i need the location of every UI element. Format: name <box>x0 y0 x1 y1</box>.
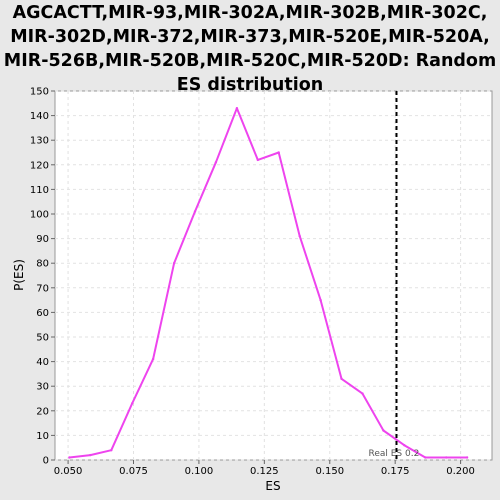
data-point <box>361 392 364 395</box>
data-point <box>151 357 155 361</box>
data-point <box>445 456 448 459</box>
y-tick-label: 60 <box>36 308 49 319</box>
data-point <box>298 234 301 238</box>
y-tick-label: 0 <box>43 456 49 467</box>
x-tick-label: 0.150 <box>315 466 344 477</box>
y-tick-label: 50 <box>36 333 49 344</box>
x-tick-label: 0.175 <box>381 466 410 477</box>
data-point <box>110 449 113 452</box>
y-tick-label: 150 <box>30 87 49 98</box>
chart-title-line-2: MIR-302D,MIR-372,MIR-373,MIR-520E,MIR-52… <box>10 27 490 47</box>
y-axis-label: P(ES) <box>12 259 26 291</box>
data-point <box>465 456 469 459</box>
y-tick-label: 110 <box>30 185 49 196</box>
data-point <box>277 151 280 154</box>
data-point <box>382 429 385 432</box>
x-tick-label: 0.200 <box>446 466 475 477</box>
marker-layer: Real ES 0.2 <box>368 91 419 460</box>
data-point <box>172 262 176 265</box>
data-point <box>403 444 406 447</box>
chart-title-line-3: MIR-526B,MIR-520B,MIR-520C,MIR-520D: Ran… <box>3 51 497 71</box>
data-point <box>214 161 218 164</box>
y-tick-label: 100 <box>30 210 49 221</box>
chart-title-line-1: AGCACTT,MIR-93,MIR-302A,MIR-302B,MIR-302… <box>12 3 488 23</box>
y-tick-label: 120 <box>30 160 49 171</box>
data-point <box>89 453 92 457</box>
es-distribution-line <box>69 107 468 459</box>
x-axis-label: ES <box>265 479 280 493</box>
data-point <box>424 456 427 459</box>
real-es-label: Real ES 0.2 <box>368 449 419 459</box>
axes: 0.050 0.075 0.100 0.125 0.150 0.175 0.200 0 10 20… <box>30 87 475 478</box>
series-layer <box>68 107 469 459</box>
plot-area <box>54 90 493 461</box>
y-tick-label: 40 <box>36 357 49 368</box>
y-tick-label: 20 <box>36 406 49 417</box>
data-point <box>256 158 259 162</box>
y-tick-label: 10 <box>36 431 49 442</box>
data-point <box>131 402 134 405</box>
y-tick-label: 30 <box>36 382 49 393</box>
data-point <box>319 298 322 302</box>
x-tick-label: 0.050 <box>54 466 83 477</box>
chart-title-line-4: ES distribution <box>176 75 324 95</box>
x-tick-label: 0.075 <box>119 466 148 477</box>
x-tick-label: 0.100 <box>185 466 214 477</box>
y-tick-label: 80 <box>36 259 49 270</box>
data-point <box>235 107 239 110</box>
x-tick-label: 0.125 <box>250 466 279 477</box>
y-tick-label: 90 <box>36 234 49 245</box>
data-point <box>193 210 197 213</box>
y-tick-label: 70 <box>36 283 49 294</box>
data-point <box>340 377 343 380</box>
y-tick-label: 140 <box>30 111 49 122</box>
chart-title: AGCACTT,MIR-93,MIR-302A,MIR-302B,MIR-302… <box>0 1 500 97</box>
y-tick-label: 130 <box>30 136 49 147</box>
data-point <box>68 456 71 459</box>
